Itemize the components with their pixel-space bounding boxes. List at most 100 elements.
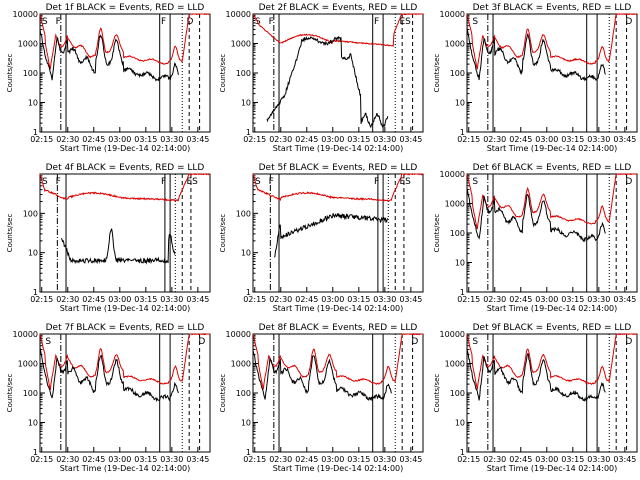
x-axis-label: Start Time (19-Dec-14 02:14:00): [487, 144, 618, 153]
event-marker-label: F: [161, 17, 166, 27]
y-tick-label: 10000: [13, 10, 38, 19]
x-tick-label: 02:15: [243, 295, 266, 304]
lld-series-line: [252, 173, 423, 202]
event-marker-label: F: [56, 17, 61, 27]
x-tick-label: 02:45: [509, 455, 532, 464]
x-tick-label: 02:30: [483, 455, 506, 464]
x-tick-label: 03:00: [535, 135, 558, 144]
events-series-line: [39, 29, 179, 82]
y-tick-label: 1000: [231, 40, 251, 49]
lld-series-line: [466, 13, 638, 70]
x-tick-label: 03:15: [347, 135, 370, 144]
x-tick-label: 03:00: [108, 295, 131, 304]
plot-frame: [466, 333, 638, 453]
event-marker-label: D: [625, 177, 632, 187]
y-tick-label: 10: [241, 419, 251, 428]
x-tick-label: 03:15: [347, 455, 370, 464]
y-tick-label: 1000: [445, 200, 465, 209]
x-tick-label: 02:15: [457, 135, 480, 144]
lld-series-line: [39, 173, 211, 202]
y-tick-label: 10: [455, 99, 465, 108]
chart-panel: Det 9f BLACK = Events, RED = LLD 1 10 100 10…: [433, 323, 638, 473]
chart-title: Det 6f BLACK = Events, RED = LLD: [473, 163, 632, 173]
lld-series-line: [466, 173, 638, 230]
y-tick-label: 1: [460, 128, 465, 137]
plot-frame: [466, 13, 638, 133]
x-axis-label: Start Time (19-Dec-14 02:14:00): [60, 144, 191, 153]
x-tick-label: 02:15: [30, 295, 53, 304]
event-marker-label: ES: [400, 177, 412, 187]
plot-frame: [39, 13, 211, 133]
y-tick-label: 1000: [445, 40, 465, 49]
x-tick-label: 03:00: [535, 455, 558, 464]
events-series-line: [466, 188, 606, 243]
y-tick-label: 1: [33, 448, 38, 457]
event-marker-label: ES: [187, 177, 199, 187]
events-series-line: [39, 347, 179, 403]
y-tick-label: 10000: [440, 10, 465, 19]
lld-series-line: [39, 333, 210, 391]
events-series-line: [266, 35, 389, 129]
events-series-line: [466, 27, 606, 82]
y-tick-label: 100: [450, 389, 465, 398]
y-axis-label: Counts/sec: [219, 214, 227, 253]
event-marker-label: S: [472, 17, 478, 27]
event-marker-label: S: [255, 177, 261, 187]
x-axis-label: Start Time (19-Dec-14 02:14:00): [487, 304, 618, 313]
x-tick-label: 02:45: [82, 295, 105, 304]
chart-title: Det 8f BLACK = Events, RED = LLD: [259, 323, 418, 333]
plot-frame: [252, 13, 424, 133]
y-axis-label: Counts/sec: [433, 54, 441, 93]
y-axis-label: Counts/sec: [219, 374, 227, 413]
x-tick-label: 03:30: [587, 455, 610, 464]
x-tick-label: 03:45: [613, 455, 636, 464]
y-tick-label: 10: [28, 249, 38, 258]
x-tick-label: 02:45: [295, 135, 318, 144]
y-tick-label: 100: [450, 229, 465, 238]
y-tick-label: 10: [28, 99, 38, 108]
x-tick-label: 02:30: [483, 295, 506, 304]
chart-title: Det 1f BLACK = Events, RED = LLD: [46, 3, 205, 13]
x-tick-label: 03:15: [134, 135, 157, 144]
x-tick-label: 02:15: [243, 135, 266, 144]
event-marker-label: D: [198, 337, 205, 347]
y-axis-label: Counts/sec: [219, 54, 227, 93]
x-tick-label: 03:45: [399, 455, 422, 464]
x-tick-label: 02:30: [269, 455, 292, 464]
chart-title: Det 7f BLACK = Events, RED = LLD: [46, 323, 205, 333]
x-axis-label: Start Time (19-Dec-14 02:14:00): [273, 304, 404, 313]
event-marker-label: F: [161, 177, 166, 187]
x-tick-label: 02:45: [82, 455, 105, 464]
y-axis-label: Counts/sec: [6, 214, 14, 253]
y-tick-label: 10000: [440, 330, 465, 339]
x-tick-label: 03:45: [399, 135, 422, 144]
x-tick-label: 03:00: [321, 455, 344, 464]
events-series-line: [252, 349, 392, 401]
events-series-line: [466, 349, 606, 402]
y-tick-label: 1000: [231, 360, 251, 369]
x-axis-label: Start Time (19-Dec-14 02:14:00): [60, 464, 191, 473]
x-tick-label: 03:15: [134, 295, 157, 304]
y-tick-label: 100: [23, 69, 38, 78]
y-axis-label: Counts/sec: [6, 374, 14, 413]
chart-title: Det 9f BLACK = Events, RED = LLD: [473, 323, 632, 333]
y-tick-label: 10: [28, 419, 38, 428]
x-tick-label: 02:45: [295, 295, 318, 304]
y-tick-label: 10000: [440, 170, 465, 179]
events-series-line: [273, 213, 389, 258]
x-tick-label: 03:45: [613, 135, 636, 144]
y-axis-label: Counts/sec: [433, 374, 441, 413]
y-tick-label: 1: [460, 448, 465, 457]
event-marker-label: S: [472, 337, 478, 347]
chart-panel: Det 7f BLACK = Events, RED = LLD 1 10 100 10…: [6, 323, 211, 473]
chart-panel: Det 2f BLACK = Events, RED = LLD 1 10 100 10…: [219, 3, 424, 153]
event-marker-label: D: [411, 337, 418, 347]
y-tick-label: 10000: [226, 10, 251, 19]
x-tick-label: 03:30: [160, 135, 183, 144]
x-tick-label: 02:30: [483, 135, 506, 144]
x-tick-label: 02:45: [82, 135, 105, 144]
x-tick-label: 02:30: [56, 295, 79, 304]
y-tick-label: 1000: [445, 360, 465, 369]
x-tick-label: 02:30: [56, 135, 79, 144]
